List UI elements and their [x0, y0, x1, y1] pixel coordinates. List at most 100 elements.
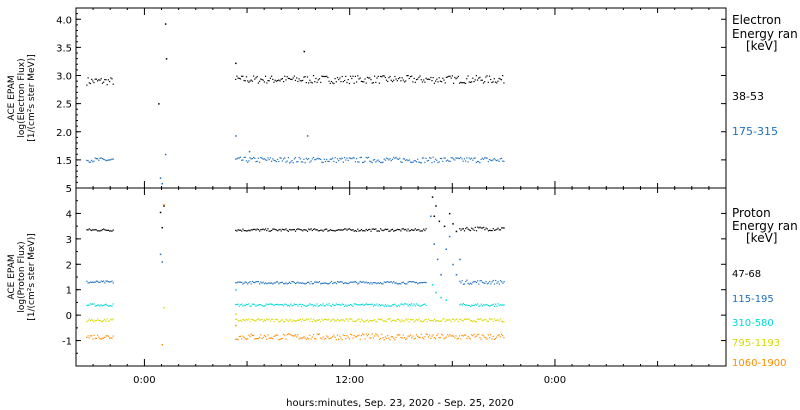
- data-point: [338, 281, 340, 283]
- data-point: [421, 304, 424, 306]
- data-point: [335, 229, 337, 231]
- data-point: [362, 81, 364, 83]
- data-point: [239, 304, 242, 306]
- data-point: [501, 281, 503, 283]
- data-point: [406, 230, 408, 232]
- data-point: [432, 320, 434, 322]
- data-point: [306, 135, 309, 137]
- data-point: [104, 79, 106, 81]
- data-point: [285, 79, 287, 81]
- data-point: [111, 158, 113, 160]
- data-point: [469, 320, 471, 322]
- data-point: [347, 336, 349, 338]
- data-point: [369, 320, 371, 322]
- data-point: [243, 282, 245, 284]
- data-point: [281, 281, 283, 283]
- data-point: [310, 228, 312, 230]
- data-point: [499, 304, 502, 306]
- data-point: [265, 320, 267, 322]
- data-point: [353, 303, 355, 305]
- data-point: [291, 229, 293, 231]
- data-point: [408, 280, 410, 283]
- data-point: [384, 228, 386, 230]
- data-point: [266, 318, 268, 320]
- data-point: [250, 158, 252, 160]
- data-point: [348, 228, 350, 230]
- data-point: [405, 228, 407, 231]
- data-point: [245, 76, 248, 78]
- data-point: [290, 229, 292, 231]
- data-point: [305, 229, 307, 231]
- data-point: [442, 77, 444, 79]
- data-point: [439, 80, 441, 82]
- data-point: [274, 335, 276, 337]
- data-point: [472, 228, 474, 230]
- data-point: [340, 229, 342, 231]
- data-point: [253, 334, 255, 337]
- legend-title: Proton: [732, 206, 771, 220]
- data-point: [433, 215, 435, 217]
- data-point: [272, 303, 274, 306]
- data-point: [353, 157, 355, 159]
- data-point: [310, 318, 312, 320]
- data-point: [454, 159, 456, 161]
- data-point: [356, 320, 358, 322]
- data-point: [266, 82, 268, 84]
- data-point: [237, 229, 239, 231]
- data-point: [244, 156, 246, 158]
- data-point: [284, 75, 286, 77]
- data-point: [474, 226, 476, 228]
- data-point: [272, 228, 274, 230]
- data-point: [370, 337, 372, 339]
- data-point: [239, 319, 242, 321]
- data-point: [492, 159, 494, 161]
- data-point: [302, 282, 304, 284]
- data-point: [381, 318, 383, 320]
- data-point: [267, 228, 269, 230]
- data-point: [327, 283, 329, 285]
- data-point: [346, 157, 348, 159]
- data-point: [101, 305, 103, 307]
- data-point: [256, 338, 258, 340]
- data-point: [347, 320, 349, 322]
- data-point: [402, 334, 404, 336]
- data-point: [409, 304, 412, 306]
- data-point: [460, 282, 462, 284]
- data-point: [411, 319, 413, 321]
- data-point: [247, 230, 249, 232]
- data-point: [467, 318, 469, 320]
- data-point: [103, 158, 105, 160]
- data-point: [418, 282, 420, 284]
- data-point: [86, 304, 88, 307]
- data-point: [350, 281, 352, 283]
- data-point: [159, 253, 162, 256]
- x-axis: 0:00 12:00 0:00: [133, 375, 566, 386]
- data-point: [490, 304, 492, 306]
- data-point: [411, 303, 413, 305]
- data-point: [250, 283, 252, 285]
- data-point: [389, 281, 391, 283]
- data-point: [353, 281, 355, 283]
- data-point: [366, 76, 368, 78]
- data-point: [468, 229, 470, 231]
- data-point: [356, 81, 358, 83]
- data-point: [87, 304, 89, 306]
- legend-entry: 175-315: [732, 125, 778, 138]
- data-point: [345, 318, 347, 320]
- data-point: [490, 283, 492, 285]
- data-point: [484, 319, 486, 321]
- data-point: [329, 158, 331, 160]
- data-point: [461, 320, 463, 322]
- data-point: [377, 230, 379, 232]
- data-point: [308, 338, 310, 340]
- data-point: [280, 157, 282, 159]
- data-point: [328, 80, 330, 82]
- data-point: [476, 79, 479, 81]
- data-point: [356, 303, 358, 305]
- data-point: [420, 230, 422, 232]
- data-point: [441, 157, 443, 160]
- data-point: [235, 318, 237, 320]
- data-point: [371, 320, 373, 322]
- data-point: [377, 335, 379, 337]
